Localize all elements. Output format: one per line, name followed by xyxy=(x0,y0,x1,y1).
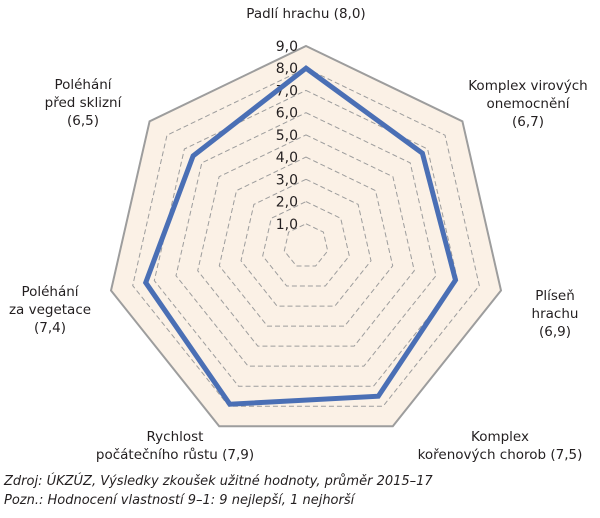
label-line: Padlí hrachu (8,0) xyxy=(246,6,366,22)
radar-grid xyxy=(132,67,480,407)
label-line: Rychlost xyxy=(146,429,204,445)
tick-label: 3,0 xyxy=(276,172,298,188)
grid-ring xyxy=(175,112,437,367)
axis-label-padli-hrachu: Padlí hrachu (8,0) xyxy=(236,5,376,23)
axis-label-komplex-virovych: Komplex virových onemocnění (6,7) xyxy=(458,77,598,131)
label-line: (6,5) xyxy=(66,113,99,129)
grid-ring xyxy=(262,201,350,287)
label-line: (7,4) xyxy=(33,320,66,336)
axis-label-komplex-korenovych: Komplex kořenových chorob (7,5) xyxy=(400,428,600,464)
grid-ring xyxy=(132,67,480,407)
data-series-polygon xyxy=(142,65,459,407)
tick-label: 1,0 xyxy=(276,217,298,233)
tick-label: 4,0 xyxy=(276,150,298,166)
radar-tick-labels: 1,02,03,04,05,06,07,08,09,0 xyxy=(276,39,298,233)
axis-label-rychlost-rustu: Rychlost počátečního růstu (7,9) xyxy=(85,428,265,464)
tick-label: 8,0 xyxy=(276,61,298,77)
source-note: Zdroj: ÚKZÚZ, Výsledky zkoušek užitné ho… xyxy=(4,474,433,489)
label-line: hrachu xyxy=(531,306,579,322)
label-line: Poléhání xyxy=(21,284,79,300)
grid-ring xyxy=(218,156,394,327)
tick-label: 2,0 xyxy=(276,195,298,211)
axis-label-polehani-vegetace: Poléhání za vegetace (7,4) xyxy=(0,283,100,337)
grid-ring xyxy=(153,89,459,387)
tick-label: 9,0 xyxy=(276,39,298,55)
label-line: za vegetace xyxy=(8,302,92,318)
axis-label-polehani-sklizen: Poléhání před sklizní (6,5) xyxy=(28,76,138,130)
grid-ring xyxy=(197,134,415,347)
label-line: Komplex xyxy=(471,429,529,445)
tick-label: 5,0 xyxy=(276,128,298,144)
grid-ring xyxy=(283,223,329,267)
label-line: onemocnění xyxy=(486,96,570,112)
axis-label-plisen-hrachu: Plíseň hrachu (6,9) xyxy=(510,287,600,341)
grid-ring xyxy=(240,178,372,307)
tick-label: 6,0 xyxy=(276,106,298,122)
label-line: počátečního růstu (7,9) xyxy=(95,447,255,463)
label-line: (6,9) xyxy=(538,324,571,340)
label-line: kořenových chorob (7,5) xyxy=(417,447,583,463)
label-line: před sklizní xyxy=(44,95,122,111)
label-line: Poléhání xyxy=(54,77,112,93)
label-line: Plíseň xyxy=(535,288,575,304)
label-line: (6,7) xyxy=(511,114,544,130)
label-line: Komplex virových xyxy=(468,78,588,94)
rating-note: Pozn.: Hodnocení vlastností 9–1: 9 nejle… xyxy=(4,493,355,508)
